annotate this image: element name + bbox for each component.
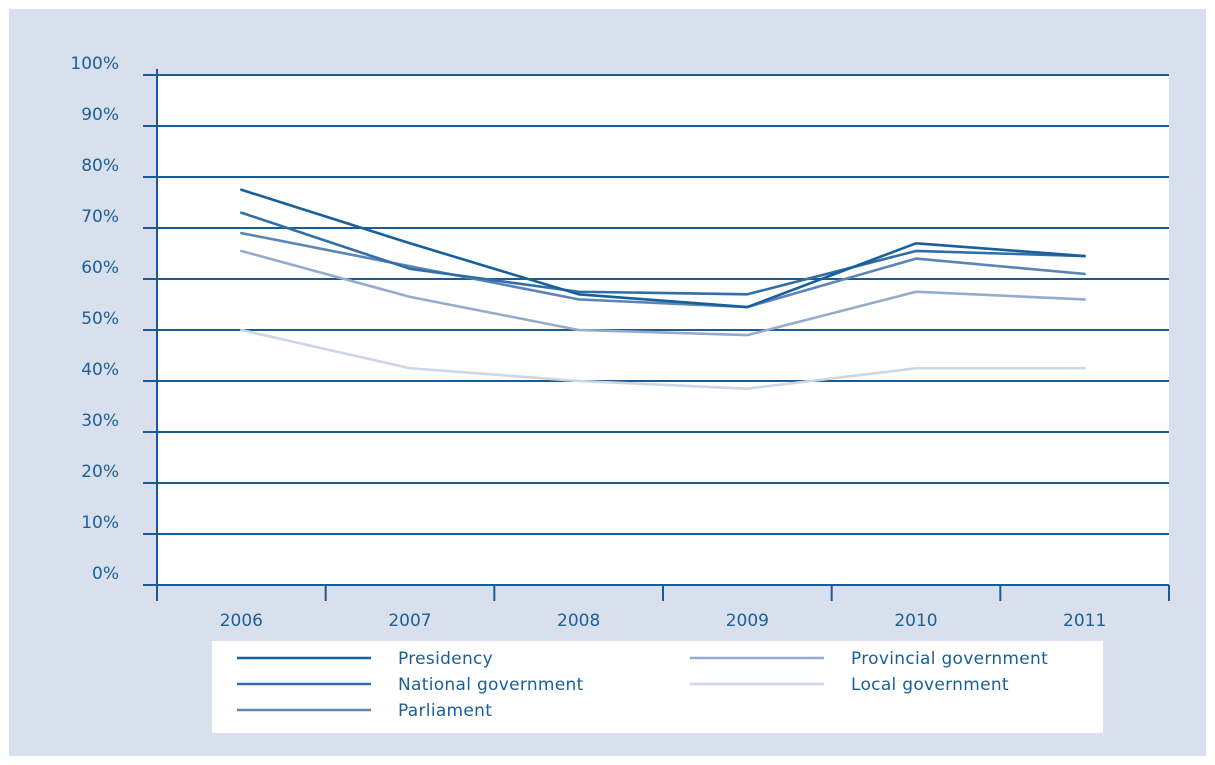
y-tick-label: 100% xyxy=(70,54,119,74)
x-tick-label: 2009 xyxy=(726,611,769,631)
chart-panel: 0% 10% 20% 30% 40% 50% 60% 70% 80% 90% 100% 2006 200… xyxy=(9,9,1206,756)
legend-label-local-government: Local government xyxy=(851,675,1009,695)
series-line-presidency xyxy=(240,188,1086,309)
legend-label-presidency: Presidency xyxy=(398,649,493,669)
y-tick-label: 20% xyxy=(81,462,119,482)
legend-label-national-government: National government xyxy=(398,675,584,695)
series-line-national-government xyxy=(240,211,1086,296)
y-tick-label: 70% xyxy=(81,207,119,227)
x-tick-label: 2007 xyxy=(388,611,431,631)
y-tick-label: 80% xyxy=(81,156,119,176)
y-tick-label: 50% xyxy=(81,309,119,329)
legend-label-provincial-government: Provincial government xyxy=(851,649,1048,669)
y-tick-label: 0% xyxy=(92,564,119,584)
legend-label-parliament: Parliament xyxy=(398,701,492,721)
x-tick-label: 2006 xyxy=(220,611,263,631)
y-tick-label: 10% xyxy=(81,513,119,533)
y-tick-label: 40% xyxy=(81,360,119,380)
series-line-provincial-government xyxy=(240,249,1086,337)
y-tick-label: 90% xyxy=(81,105,119,125)
series-line-local-government xyxy=(240,328,1086,390)
x-tick-label: 2011 xyxy=(1063,611,1106,631)
line-chart: 0% 10% 20% 30% 40% 50% 60% 70% 80% 90% 100% 2006 200… xyxy=(70,54,1170,733)
y-tick-label: 60% xyxy=(81,258,119,278)
x-tick-label: 2010 xyxy=(894,611,937,631)
y-tick-label: 30% xyxy=(81,411,119,431)
x-tick-label: 2008 xyxy=(557,611,600,631)
legend-box xyxy=(212,641,1103,733)
